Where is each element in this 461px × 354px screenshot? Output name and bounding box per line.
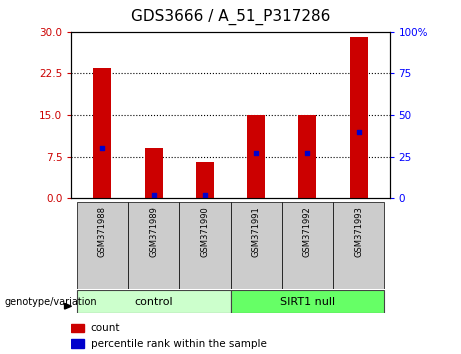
Bar — [350, 38, 368, 198]
Text: GSM371990: GSM371990 — [201, 206, 209, 257]
Bar — [230, 290, 384, 313]
Text: count: count — [90, 323, 120, 333]
Bar — [298, 115, 316, 198]
Bar — [333, 202, 384, 289]
Text: GDS3666 / A_51_P317286: GDS3666 / A_51_P317286 — [131, 9, 330, 25]
Text: SIRT1 null: SIRT1 null — [280, 297, 335, 307]
Point — [99, 145, 106, 151]
Text: control: control — [134, 297, 173, 307]
Bar — [247, 115, 265, 198]
Text: GSM371991: GSM371991 — [252, 206, 260, 257]
Bar — [71, 324, 84, 332]
Point — [304, 150, 311, 156]
Text: percentile rank within the sample: percentile rank within the sample — [90, 339, 266, 349]
Text: GSM371989: GSM371989 — [149, 206, 158, 257]
Bar — [230, 202, 282, 289]
Bar — [77, 202, 128, 289]
Point — [253, 150, 260, 156]
Bar — [179, 202, 230, 289]
Bar — [128, 202, 179, 289]
Text: GSM371988: GSM371988 — [98, 206, 107, 257]
Point — [150, 192, 157, 198]
Point — [201, 192, 208, 198]
Bar — [77, 290, 230, 313]
Bar — [71, 339, 84, 348]
Bar — [93, 68, 111, 198]
Bar — [282, 202, 333, 289]
Text: GSM371993: GSM371993 — [354, 206, 363, 257]
Polygon shape — [65, 303, 71, 309]
Text: genotype/variation: genotype/variation — [5, 297, 97, 307]
Point — [355, 129, 362, 135]
Text: GSM371992: GSM371992 — [303, 206, 312, 257]
Bar — [145, 148, 163, 198]
Bar — [196, 162, 214, 198]
